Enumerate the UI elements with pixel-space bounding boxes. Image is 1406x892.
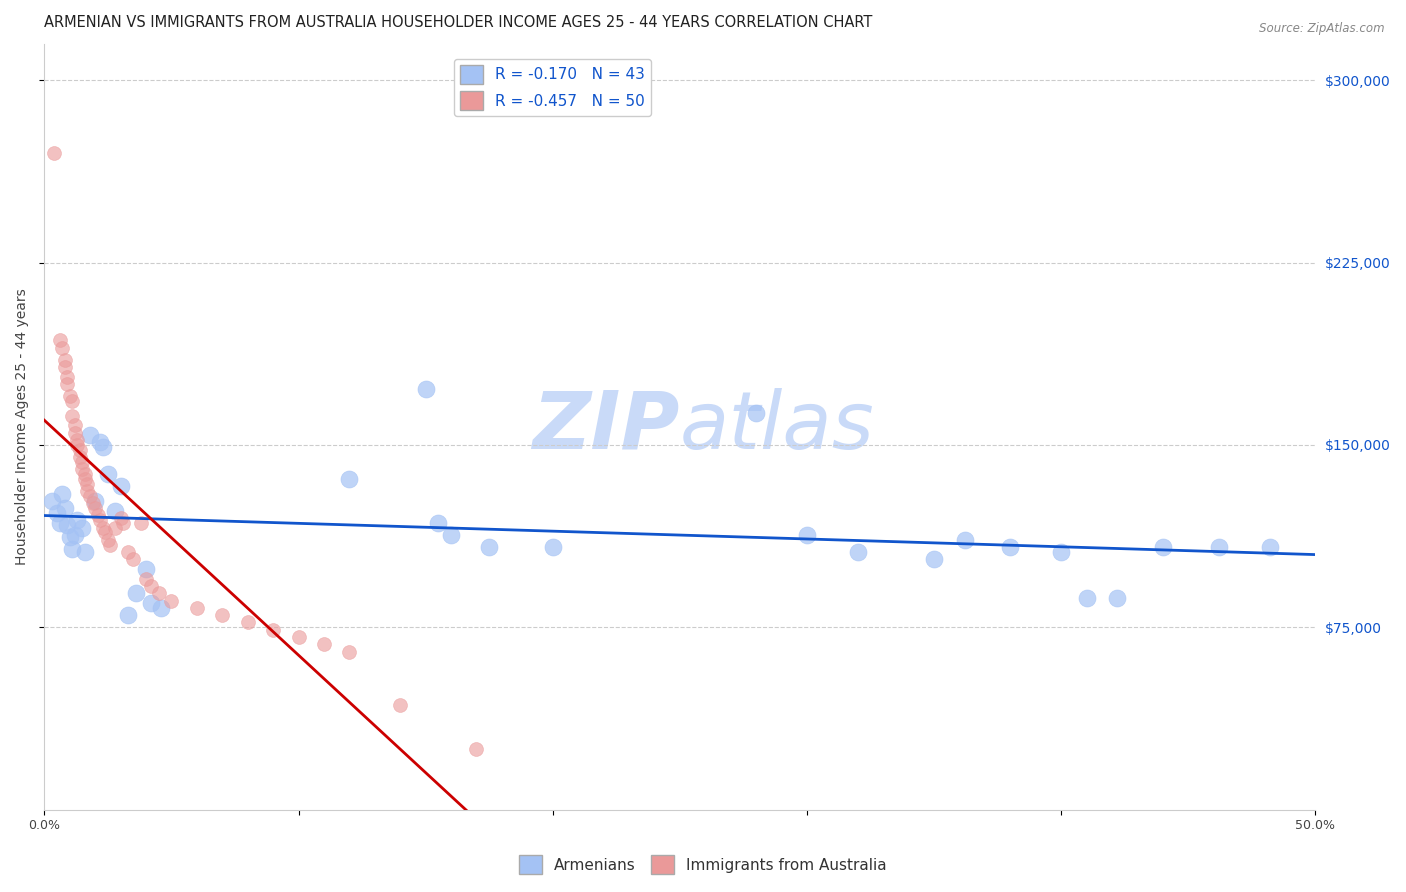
Point — [1258, 540, 1281, 554]
Point — [135, 572, 157, 586]
Y-axis label: Householder Income Ages 25 - 44 years: Householder Income Ages 25 - 44 years — [15, 288, 30, 565]
Text: ARMENIAN VS IMMIGRANTS FROM AUSTRALIA HOUSEHOLDER INCOME AGES 25 - 44 YEARS CORR: ARMENIAN VS IMMIGRANTS FROM AUSTRALIA HO… — [44, 15, 873, 30]
Point — [79, 428, 101, 442]
Point — [89, 513, 111, 527]
Point — [59, 389, 82, 403]
Point — [66, 433, 89, 447]
Point — [104, 503, 127, 517]
Point — [48, 334, 70, 348]
Point — [104, 520, 127, 534]
Point — [72, 520, 94, 534]
Point — [389, 698, 412, 712]
Point — [60, 394, 83, 409]
Point — [953, 533, 976, 547]
Point — [337, 645, 360, 659]
Point — [125, 586, 148, 600]
Point — [139, 579, 162, 593]
Legend: Armenians, Immigrants from Australia: Armenians, Immigrants from Australia — [513, 849, 893, 880]
Legend: R = -0.170   N = 43, R = -0.457   N = 50: R = -0.170 N = 43, R = -0.457 N = 50 — [454, 59, 651, 116]
Point — [541, 540, 564, 554]
Point — [41, 493, 63, 508]
Point — [53, 360, 76, 375]
Point — [110, 479, 132, 493]
Point — [1107, 591, 1129, 606]
Point — [186, 600, 208, 615]
Point — [72, 455, 94, 469]
Text: Source: ZipAtlas.com: Source: ZipAtlas.com — [1260, 22, 1385, 36]
Text: ZIP: ZIP — [533, 388, 681, 466]
Point — [236, 615, 259, 630]
Point — [139, 596, 162, 610]
Point — [51, 486, 73, 500]
Point — [91, 441, 114, 455]
Text: atlas: atlas — [681, 388, 875, 466]
Point — [73, 467, 96, 481]
Point — [1076, 591, 1098, 606]
Point — [51, 341, 73, 355]
Point — [465, 742, 488, 756]
Point — [745, 406, 768, 420]
Point — [478, 540, 501, 554]
Point — [72, 462, 94, 476]
Point — [427, 516, 450, 530]
Point — [79, 489, 101, 503]
Point — [56, 518, 79, 533]
Point — [84, 493, 107, 508]
Point — [56, 369, 79, 384]
Point — [69, 442, 91, 457]
Point — [1050, 545, 1073, 559]
Point — [117, 545, 139, 559]
Point — [135, 562, 157, 576]
Point — [89, 435, 111, 450]
Point — [129, 516, 152, 530]
Point — [148, 586, 170, 600]
Point — [112, 516, 135, 530]
Point — [922, 552, 945, 566]
Point — [73, 472, 96, 486]
Point — [76, 476, 98, 491]
Point — [122, 552, 145, 566]
Point — [440, 528, 463, 542]
Point — [59, 530, 82, 544]
Point — [337, 472, 360, 486]
Point — [46, 506, 69, 520]
Point — [84, 501, 107, 516]
Point — [82, 496, 104, 510]
Point — [63, 418, 86, 433]
Point — [150, 600, 173, 615]
Point — [287, 630, 309, 644]
Point — [69, 450, 91, 464]
Point — [1208, 540, 1230, 554]
Point — [262, 623, 284, 637]
Point — [117, 608, 139, 623]
Point — [66, 438, 89, 452]
Point — [94, 525, 117, 540]
Point — [97, 467, 120, 481]
Point — [73, 545, 96, 559]
Point — [56, 377, 79, 392]
Point — [60, 409, 83, 423]
Point — [1152, 540, 1174, 554]
Point — [53, 501, 76, 516]
Point — [110, 511, 132, 525]
Point — [66, 513, 89, 527]
Point — [76, 484, 98, 499]
Point — [63, 425, 86, 440]
Point — [86, 508, 108, 523]
Point — [97, 533, 120, 547]
Point — [91, 520, 114, 534]
Point — [100, 538, 122, 552]
Point — [846, 545, 869, 559]
Point — [60, 542, 83, 557]
Point — [63, 528, 86, 542]
Point — [796, 528, 818, 542]
Point — [44, 146, 66, 161]
Point — [1000, 540, 1022, 554]
Point — [211, 608, 233, 623]
Point — [415, 382, 437, 396]
Point — [48, 516, 70, 530]
Point — [53, 352, 76, 367]
Point — [160, 593, 183, 607]
Point — [312, 637, 335, 651]
